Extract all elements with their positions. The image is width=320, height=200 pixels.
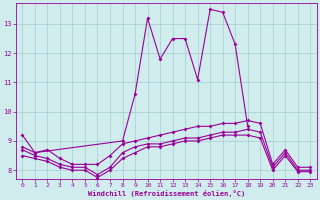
X-axis label: Windchill (Refroidissement éolien,°C): Windchill (Refroidissement éolien,°C) bbox=[88, 190, 245, 197]
